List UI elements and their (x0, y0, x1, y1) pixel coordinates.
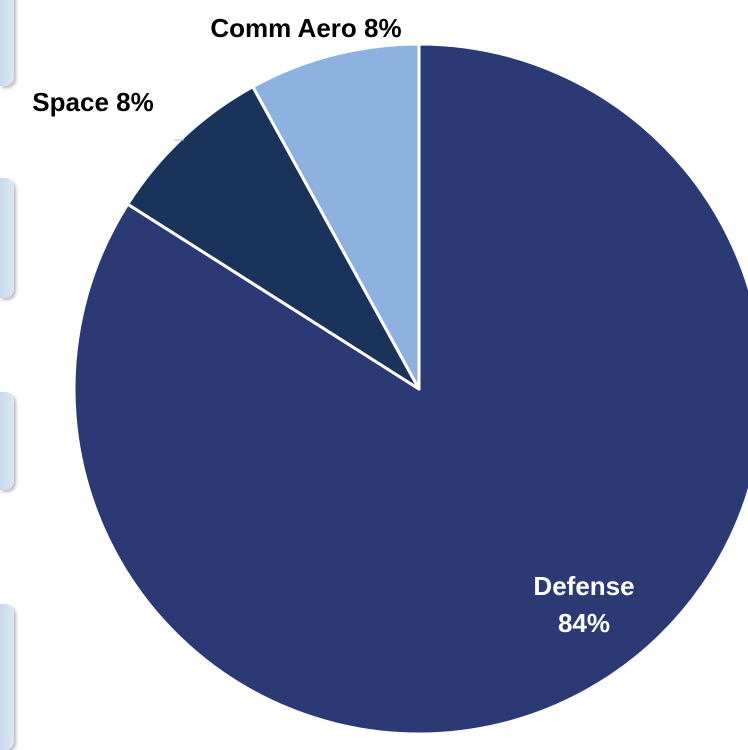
slice-label-space: Space 8% (32, 87, 153, 117)
slice-label-comm-aero: Comm Aero 8% (210, 13, 401, 43)
pie-slice-defense (72, 42, 748, 736)
slice-label-defense: Defense 84% (533, 571, 634, 638)
side-tab-4 (0, 604, 14, 750)
pie-slice-space (126, 85, 421, 391)
slice-labels: Defense 84% Space 8% Comm Aero 8% (32, 13, 634, 638)
pie-slice-comm-aero (251, 42, 421, 391)
side-tab-2 (0, 178, 14, 298)
side-tab-3 (0, 392, 14, 490)
side-tab-1 (0, 0, 14, 86)
pie-slices (72, 42, 748, 736)
